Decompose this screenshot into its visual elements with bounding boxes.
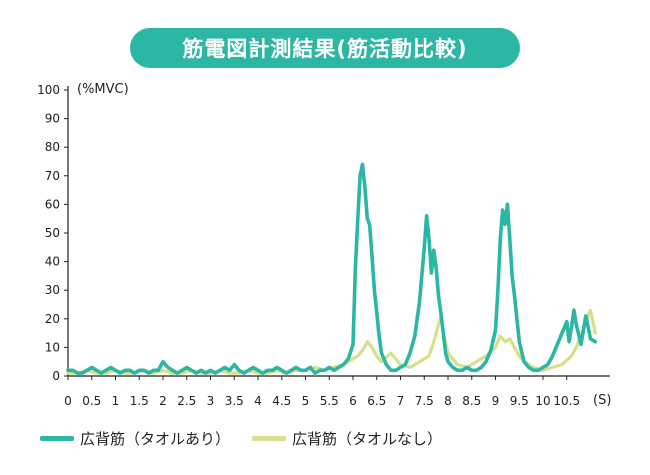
- legend-swatch-with-towel: [40, 436, 74, 441]
- x-tick-label: 6: [349, 394, 357, 408]
- y-axis-label: (%MVC): [77, 82, 129, 97]
- x-axis-label: (S): [593, 393, 611, 408]
- y-tick-label: 10: [45, 340, 60, 354]
- x-tick-label: 4: [254, 394, 262, 408]
- x-tick-label: 7: [397, 394, 405, 408]
- x-tick-label: 3: [207, 394, 215, 408]
- y-tick-label: 40: [45, 255, 60, 269]
- x-tick-label: 6.5: [367, 394, 386, 408]
- x-tick-label: 2: [159, 394, 167, 408]
- y-tick-label: 90: [45, 112, 60, 126]
- x-tick-label: 0: [64, 394, 72, 408]
- y-tick-label: 100: [37, 83, 60, 97]
- x-tick-label: 10: [535, 394, 550, 408]
- x-tick-label: 8: [444, 394, 452, 408]
- y-tick-label: 50: [45, 226, 60, 240]
- legend-item-with-towel: 広背筋（タオルあり）: [40, 428, 230, 449]
- legend-label-with-towel: 広背筋（タオルあり）: [80, 430, 231, 448]
- y-tick-label: 70: [45, 169, 60, 183]
- x-tick-label: 1.5: [130, 394, 149, 408]
- legend: 広背筋（タオルあり） 広背筋（タオルなし）: [40, 428, 464, 449]
- chart-title: 筋電図計測結果(筋活動比較): [182, 37, 468, 61]
- y-tick-label: 0: [52, 369, 60, 383]
- x-tick-label: 7.5: [415, 394, 434, 408]
- x-tick-label: 10.5: [553, 394, 580, 408]
- y-tick-label: 20: [45, 312, 60, 326]
- x-tick-label: 5: [302, 394, 310, 408]
- x-tick-label: 3.5: [225, 394, 244, 408]
- series-line-with-towel: [66, 162, 598, 375]
- legend-swatch-without-towel: [252, 436, 287, 441]
- chart-title-banner: 筋電図計測結果(筋活動比較): [130, 28, 520, 68]
- y-tick-label: 80: [45, 140, 60, 154]
- x-tick-label: 9.5: [510, 394, 529, 408]
- x-tick-label: 8.5: [462, 394, 481, 408]
- y-tick-label: 60: [45, 197, 60, 211]
- legend-item-without-towel: 広背筋（タオルなし）: [252, 428, 442, 449]
- x-tick-label: 2.5: [177, 394, 196, 408]
- x-tick-label: 4.5: [272, 394, 291, 408]
- x-tick-label: 0.5: [82, 394, 101, 408]
- x-tick-label: 9: [492, 394, 500, 408]
- x-tick-label: 1: [112, 394, 120, 408]
- x-tick-label: 5.5: [320, 394, 339, 408]
- y-tick-label: 30: [45, 283, 60, 297]
- legend-label-without-towel: 広背筋（タオルなし）: [292, 430, 443, 448]
